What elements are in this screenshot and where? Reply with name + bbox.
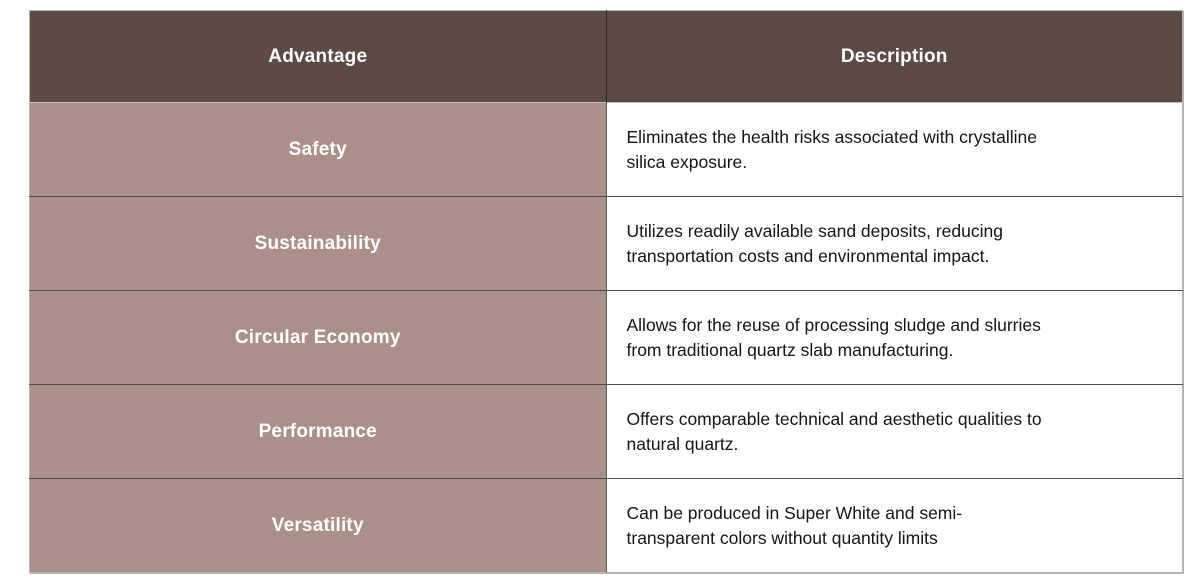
table-row: Versatility Can be produced in Super Whi… (29, 478, 1183, 573)
advantage-cell: Sustainability (29, 196, 607, 291)
advantage-cell: Safety (29, 102, 607, 197)
description-cell: Offers comparable technical and aestheti… (606, 384, 1183, 479)
advantage-cell: Circular Economy (29, 290, 607, 385)
description-text: Can be produced in Super White and semi-… (626, 502, 963, 548)
table-body: Safety Eliminates the health risks assoc… (29, 102, 1183, 573)
description-cell: Utilizes readily available sand deposits… (606, 196, 1183, 291)
table-row: Circular Economy Allows for the reuse of… (29, 290, 1183, 385)
advantage-cell: Versatility (29, 478, 607, 573)
description-text: Allows for the reuse of processing sludg… (626, 314, 1041, 360)
description-text: Eliminates the health risks associated w… (626, 126, 1037, 172)
table-row: Performance Offers comparable technical … (29, 384, 1183, 479)
description-cell: Eliminates the health risks associated w… (606, 102, 1183, 197)
header-row: Advantage Description (29, 10, 1183, 103)
description-cell: Can be produced in Super White and semi-… (606, 478, 1183, 573)
table-row: Sustainability Utilizes readily availabl… (29, 196, 1183, 291)
column-header-advantage: Advantage (29, 10, 607, 103)
advantage-cell: Performance (29, 384, 607, 479)
table-row: Safety Eliminates the health risks assoc… (29, 102, 1183, 197)
description-text: Offers comparable technical and aestheti… (626, 408, 1042, 454)
description-cell: Allows for the reuse of processing sludg… (606, 290, 1183, 385)
table-header: Advantage Description (29, 10, 1183, 103)
description-text: Utilizes readily available sand deposits… (626, 220, 1003, 266)
advantages-table: Advantage Description Safety Eliminates … (29, 10, 1183, 573)
column-header-description: Description (606, 10, 1183, 103)
